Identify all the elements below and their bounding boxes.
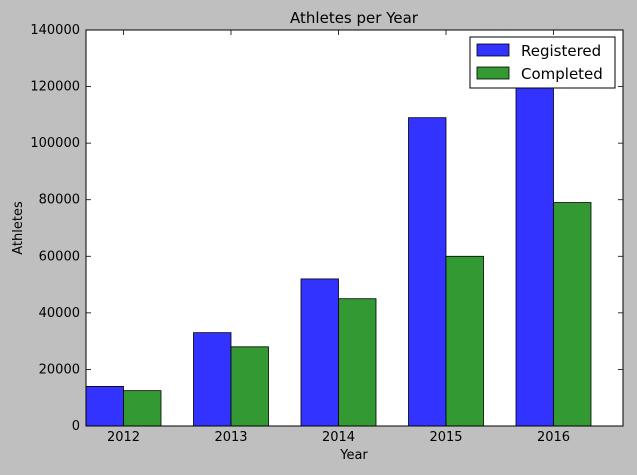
plot-frame (85, 29, 624, 427)
x-axis-title: Year (339, 448, 368, 463)
y-tick-label: 20000 (39, 362, 80, 377)
y-tick-label: 60000 (39, 249, 80, 264)
bars-group (85, 86, 592, 427)
y-axis-title: Athletes (11, 201, 26, 255)
y-tick-label: 140000 (30, 23, 80, 38)
bar-registered-2016 (515, 86, 554, 427)
y-tick-label: 120000 (30, 80, 80, 95)
y-tick-label: 0 (72, 419, 80, 434)
x-tick-label: 2014 (322, 430, 355, 445)
y-tick-label: 80000 (39, 193, 80, 208)
bar-completed-2012 (123, 390, 162, 427)
ticks-group (86, 29, 623, 427)
bar-registered-2014 (300, 278, 339, 427)
legend-swatch-registered (476, 43, 510, 57)
y-tick-label: 40000 (39, 306, 80, 321)
bar-registered-2013 (193, 332, 232, 427)
bar-completed-2015 (445, 255, 484, 427)
x-tick-label: 2012 (107, 430, 140, 445)
bar-completed-2016 (553, 202, 592, 427)
bar-completed-2014 (338, 298, 377, 427)
legend-label-completed: Completed (521, 65, 603, 83)
x-tick-label: 2013 (214, 430, 247, 445)
bar-completed-2013 (230, 346, 269, 427)
bar-registered-2015 (408, 117, 447, 427)
x-tick-label: 2016 (537, 430, 570, 445)
bar-registered-2012 (85, 385, 124, 427)
x-tick-label: 2015 (429, 430, 462, 445)
legend-swatch-completed (476, 66, 510, 80)
labels-group: 2012 2013 2014 2015 2016 0 20000 40000 60000 8000… (30, 23, 570, 445)
chart-title: Athletes per Year (290, 9, 419, 27)
legend: Registered Completed (469, 36, 616, 89)
y-tick-label: 100000 (30, 136, 80, 151)
legend-label-registered: Registered (521, 42, 601, 60)
